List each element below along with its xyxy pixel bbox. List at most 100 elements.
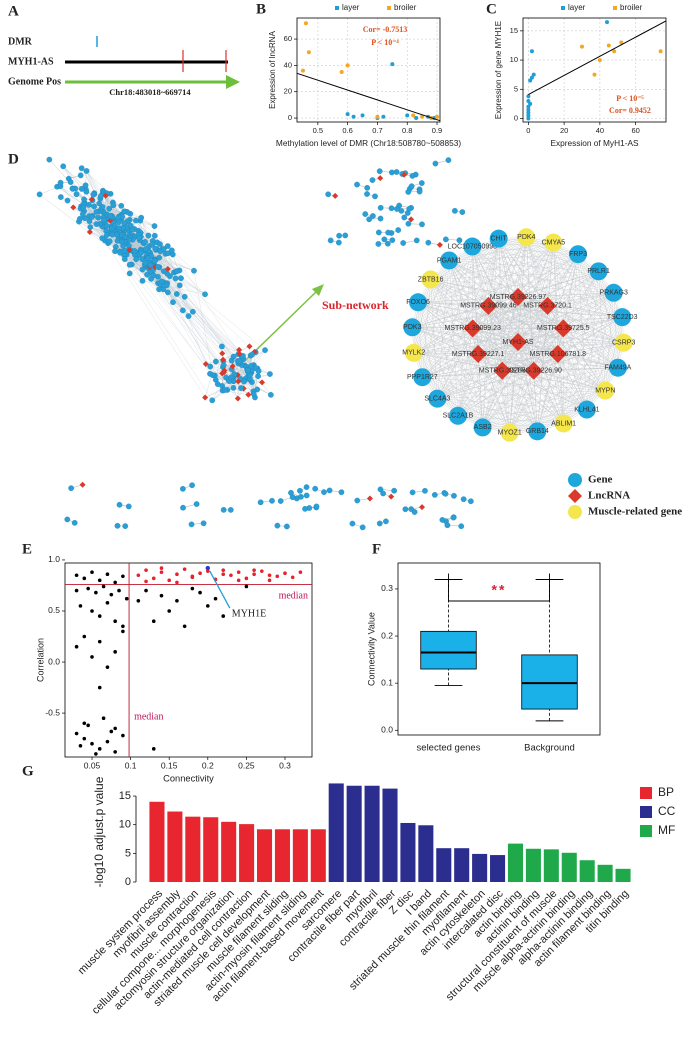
point: [121, 629, 125, 634]
subnetwork-edge: [422, 377, 483, 428]
network-node: [126, 236, 133, 243]
network-node: [64, 516, 71, 523]
node-label: ZBTB16: [418, 276, 444, 283]
network-node: [408, 216, 415, 223]
subnetwork-edge: [482, 390, 606, 428]
network-node: [411, 509, 418, 515]
box: [521, 654, 578, 710]
subnetwork-edge: [509, 328, 564, 433]
network-node: [147, 262, 154, 269]
x-tick-label: 0.7: [372, 126, 382, 135]
subnetwork-node: [517, 228, 536, 247]
network-node: [456, 237, 463, 244]
subnetwork-edge: [502, 296, 519, 371]
network-node: [86, 228, 93, 235]
subnetwork-edge: [502, 328, 564, 371]
x-tick-label: 0.2: [202, 760, 214, 770]
network-node: [277, 498, 284, 504]
point: [94, 752, 98, 756]
point: [529, 75, 534, 80]
x-tick-label: 20: [560, 126, 568, 135]
subnetwork-edge: [517, 296, 538, 432]
subnetwork-edge: [413, 246, 473, 353]
subnetwork-edge: [547, 242, 554, 306]
subnetwork-node: [440, 251, 459, 270]
point: [592, 72, 597, 77]
x-tick-label: 60: [631, 126, 639, 135]
subnetwork-edge: [449, 260, 606, 391]
network-node: [126, 261, 133, 268]
node-label: CHIT: [491, 235, 508, 242]
subnetwork-edge: [498, 238, 510, 433]
subnetwork-edge: [412, 327, 558, 355]
node-label: CMYA5: [542, 239, 566, 246]
bar: [525, 848, 541, 882]
subnetwork-edge: [449, 260, 503, 371]
point: [94, 590, 98, 595]
point: [339, 69, 344, 74]
subnetwork-edge: [472, 328, 503, 371]
subnetwork-edge: [557, 316, 623, 355]
network-node: [450, 514, 457, 521]
network-node: [189, 482, 195, 489]
panel-label: E: [22, 541, 32, 557]
point: [190, 586, 195, 591]
genome-arrow: [226, 75, 240, 89]
subnetwork-edge: [413, 352, 534, 371]
network-node: [338, 489, 345, 496]
y-tick-label: 0.3: [381, 583, 393, 593]
subnetwork-edge: [449, 260, 519, 298]
bar: [310, 829, 326, 882]
point: [612, 49, 617, 54]
network-node: [151, 257, 158, 264]
network-edge: [241, 350, 266, 366]
network-node: [214, 381, 221, 387]
node-label: PGAM1: [437, 257, 462, 264]
point: [606, 43, 611, 48]
subnetwork-edge: [422, 305, 548, 378]
network-node: [156, 286, 162, 293]
subnetwork-edge: [412, 305, 548, 328]
point: [267, 578, 272, 583]
network-node: [342, 232, 349, 239]
node-label: MSTRG.3720.1: [523, 303, 572, 310]
network-node: [209, 397, 216, 404]
bar: [597, 864, 613, 882]
subnetwork-edge: [412, 271, 599, 328]
legend-label: MF: [658, 823, 675, 837]
point: [101, 584, 106, 589]
network-node: [122, 233, 129, 240]
subnetwork-edge: [482, 353, 558, 428]
y-tick-label: 0.0: [48, 656, 60, 666]
subnetwork-edge: [482, 370, 534, 428]
point: [101, 716, 106, 720]
subnetwork-edge: [605, 317, 623, 391]
subnetwork-node: [509, 333, 527, 351]
network-edge: [205, 363, 250, 379]
network-node: [377, 486, 384, 493]
subnetwork-edge: [430, 279, 618, 368]
network-node: [67, 179, 74, 185]
legend-marker: [387, 6, 391, 10]
subnetwork-edge: [547, 305, 559, 355]
network-node: [101, 216, 107, 223]
point: [360, 113, 365, 118]
bar: [400, 822, 416, 882]
network-node: [126, 247, 133, 254]
subnetwork-node: [448, 406, 467, 425]
network-node: [160, 268, 167, 275]
subnetwork-edge: [422, 377, 510, 433]
stat-annotation: P < 10⁻⁵: [616, 94, 644, 103]
point: [90, 741, 94, 746]
network-node: [207, 363, 214, 370]
legend-marker: [335, 6, 339, 10]
network-node: [327, 237, 334, 244]
subnetwork-edge: [517, 341, 624, 343]
network-node: [73, 191, 80, 198]
point: [435, 114, 440, 119]
y-axis-label: Connectivity Value: [366, 612, 376, 686]
subnetwork-edge: [417, 237, 527, 303]
node-label: PPP1R27: [407, 374, 438, 381]
node-label: FRP3: [569, 251, 587, 258]
subnetwork-edge: [472, 246, 489, 306]
